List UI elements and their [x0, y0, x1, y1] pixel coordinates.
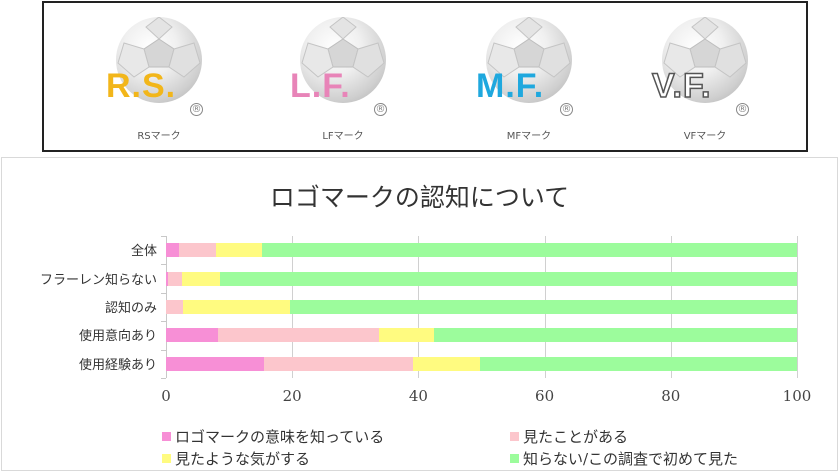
bar-segment	[179, 243, 217, 258]
logo-caption: RSマーク	[137, 131, 181, 142]
soccer-ball-icon	[300, 17, 386, 103]
bar-segment	[181, 271, 221, 286]
logo-caption: LFマーク	[322, 131, 364, 142]
legend-swatch	[162, 454, 171, 463]
legend-label: 知らない/この調査で初めて見た	[523, 450, 739, 468]
y-category-label: 全体	[130, 244, 157, 260]
registered-icon: ®	[736, 103, 749, 116]
bar-segment	[166, 328, 219, 343]
bar-segment	[264, 356, 413, 371]
soccer-ball-icon	[486, 17, 572, 103]
logo-caption: MFマーク	[506, 131, 552, 142]
legend-label: 見たことがある	[523, 428, 629, 446]
registered-icon: ®	[374, 103, 387, 116]
legend-swatch	[510, 454, 519, 463]
y-category-label: 使用経験あり	[78, 357, 157, 373]
legend-label: 見たような気がする	[175, 450, 311, 468]
plot-area	[161, 236, 798, 379]
soccer-ball-icon	[662, 17, 748, 103]
bar-row	[166, 300, 797, 314]
y-category-label: 使用意向あり	[78, 329, 157, 345]
y-tick	[161, 378, 166, 379]
bar-segment	[220, 271, 797, 286]
registered-icon: ®	[190, 103, 203, 116]
y-tick	[161, 264, 166, 266]
legend-swatch	[162, 432, 171, 441]
y-tick	[161, 292, 166, 294]
logo-mark-text: L.F.	[290, 67, 351, 105]
x-tick-label: 80	[661, 387, 681, 405]
chart-title: ロゴマークの認知について	[269, 183, 570, 212]
bar-segment	[167, 271, 182, 286]
bar-segment	[261, 243, 797, 258]
grid-line	[797, 236, 798, 378]
logo-vf: V.F. ® VFマーク	[640, 17, 770, 147]
y-category-label: フラーレン知らない	[39, 272, 157, 288]
bar-segment	[166, 271, 168, 286]
bar-row	[166, 243, 797, 258]
x-tick-label: 100	[782, 387, 812, 405]
y-tick	[161, 236, 166, 237]
legend-item: 見たような気がする	[162, 448, 310, 469]
bar-segment	[218, 328, 380, 343]
x-tick-label: 20	[282, 387, 302, 405]
x-tick-label: 40	[408, 387, 428, 405]
bar-segment	[166, 300, 184, 314]
y-tick	[161, 349, 166, 351]
legend-item: ロゴマークの意味を知っている	[162, 426, 384, 447]
y-tick	[161, 321, 166, 323]
bar-segment	[166, 243, 180, 258]
logo-mark-text: R.S.	[106, 67, 177, 105]
logo-caption: VFマーク	[683, 131, 727, 142]
logo-mark-panel: R.S. ® RSマーク L.F. ® LFマーク M.F. ® MFマーク V…	[42, 1, 808, 152]
x-tick-label: 60	[535, 387, 555, 405]
logo-mf: M.F. ® MFマーク	[464, 17, 594, 147]
logo-rs: R.S. ® RSマーク	[94, 17, 224, 147]
bar-segment	[433, 328, 797, 343]
bar-row	[166, 271, 797, 286]
soccer-ball-icon	[116, 17, 202, 103]
registered-icon: ®	[560, 103, 573, 116]
logo-lf: L.F. ® LFマーク	[278, 17, 408, 147]
legend-label: ロゴマークの意味を知っている	[175, 428, 385, 446]
bar-segment	[166, 356, 265, 371]
legend-item: 知らない/この調査で初めて見た	[510, 448, 738, 469]
bar-row	[166, 356, 797, 371]
x-tick-label: 0	[161, 387, 171, 405]
bar-segment	[412, 356, 480, 371]
legend-item: 見たことがある	[510, 426, 628, 447]
chart-container: ロゴマークの認知について 全体フラーレン知らない認知のみ使用意向あり 使用経験あり…	[1, 157, 838, 471]
bar-row	[166, 328, 797, 343]
bar-segment	[479, 356, 797, 371]
legend-swatch	[510, 432, 519, 441]
bar-segment	[379, 328, 434, 343]
y-category-label: 認知のみ	[104, 301, 157, 316]
bar-segment	[183, 300, 291, 314]
bar-segment	[290, 300, 797, 314]
logo-mark-text: M.F.	[476, 67, 545, 105]
bar-segment	[216, 243, 262, 258]
logo-mark-text: V.F.	[651, 66, 712, 106]
